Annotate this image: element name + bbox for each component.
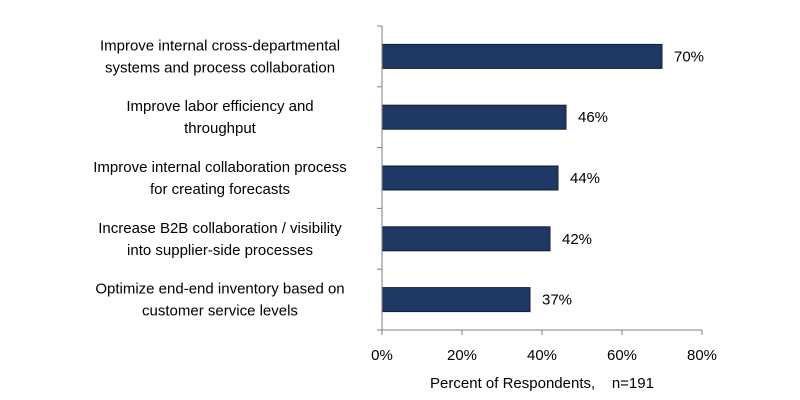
category-label-line: into supplier-side processes — [127, 242, 313, 259]
bar-1 — [381, 43, 663, 69]
category-label-4: Increase B2B collaboration / visibility i… — [98, 220, 342, 259]
category-label-5: Optimize end-end inventory based on custo… — [95, 281, 344, 320]
category-label-line: Improve internal cross-departmental — [100, 37, 340, 54]
x-tick-label-2: 20% — [447, 347, 477, 364]
axis-ticks — [377, 25, 703, 335]
category-label-line: throughput — [184, 120, 257, 137]
value-label-4: 42% — [562, 231, 592, 248]
x-tick-label-3: 40% — [527, 347, 557, 364]
value-label-3: 44% — [570, 170, 600, 187]
value-labels: 70% 46% 44% 42% 37% — [542, 48, 704, 308]
bar-5 — [381, 287, 531, 313]
x-tick-labels: 0% 20% 40% 60% 80% — [371, 347, 717, 364]
category-label-line: Improve labor efficiency and — [126, 98, 313, 115]
x-tick-label-5: 80% — [687, 347, 717, 364]
bar-3 — [381, 165, 559, 191]
bars-group — [381, 43, 663, 313]
category-label-line: Optimize end-end inventory based on — [95, 281, 344, 298]
category-label-line: customer service levels — [142, 303, 298, 320]
value-label-2: 46% — [578, 109, 608, 126]
x-tick-label-1: 0% — [371, 347, 393, 364]
bar-2 — [381, 104, 567, 130]
value-label-5: 37% — [542, 292, 572, 309]
category-label-3: Improve internal collaboration process fo… — [93, 159, 346, 198]
category-label-line: Increase B2B collaboration / visibility — [98, 220, 342, 237]
category-label-1: Improve internal cross-departmental syste… — [100, 37, 340, 76]
category-label-2: Improve labor efficiency and throughput — [126, 98, 313, 137]
category-label-line: systems and process collaboration — [105, 59, 335, 76]
x-tick-label-4: 60% — [607, 347, 637, 364]
x-axis-title: Percent of Respondents, n=191 — [430, 375, 654, 392]
category-labels: Improve internal cross-departmental syste… — [93, 37, 346, 319]
bar-4 — [381, 226, 551, 252]
category-label-line: Improve internal collaboration process — [93, 159, 346, 176]
value-label-1: 70% — [674, 48, 704, 65]
category-label-line: for creating forecasts — [150, 181, 290, 198]
